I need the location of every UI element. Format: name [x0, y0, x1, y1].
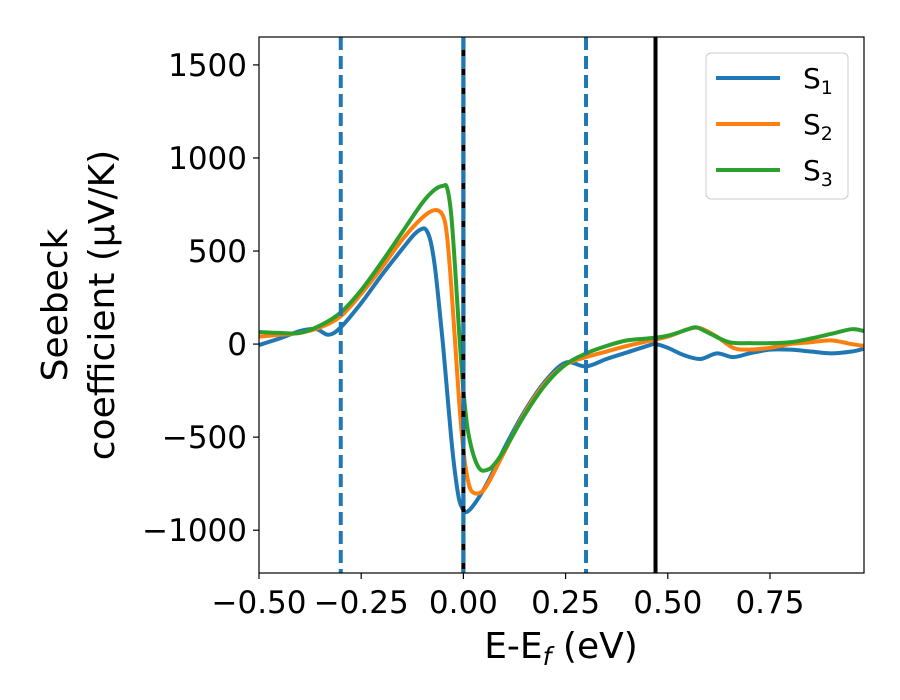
- y-axis-label-line1: Seebeck: [35, 228, 76, 381]
- x-tick-label: 0.00: [429, 585, 498, 621]
- y-tick-label: 1500: [168, 48, 247, 84]
- series-line-s3: [259, 182, 864, 473]
- series-line-s2: [259, 208, 864, 496]
- y-tick-label: 500: [188, 234, 247, 270]
- plot-lines: [259, 182, 864, 515]
- plot-frame: [258, 36, 865, 574]
- y-axis-ticks: −1000 −500 0 500 1000 1500: [142, 48, 259, 549]
- x-tick-label: 0.50: [633, 585, 702, 621]
- x-axis-ticks: −0.50 −0.25 0.00 0.25 0.50 0.75: [212, 573, 804, 621]
- legend-label-s1: S1: [803, 62, 833, 99]
- y-axis-label-line2: coefficient (μV/K): [82, 150, 123, 460]
- x-tick-label: −0.25: [314, 585, 409, 621]
- legend-label-s2: S2: [803, 108, 833, 145]
- x-tick-label: 0.25: [531, 585, 600, 621]
- x-tick-label: −0.50: [212, 585, 307, 621]
- y-tick-label: 1000: [168, 141, 247, 177]
- y-tick-label: −1000: [142, 513, 247, 549]
- y-tick-label: −500: [162, 420, 247, 456]
- y-axis-label: Seebeck coefficient (μV/K): [35, 150, 123, 460]
- vertical-reference-lines: [338, 37, 658, 573]
- series-line-s1: [259, 226, 864, 515]
- y-tick-label: 0: [227, 327, 247, 363]
- x-tick-label: 0.75: [735, 585, 804, 621]
- x-axis-label: E-Ef (eV): [484, 626, 638, 671]
- legend-label-s3: S3: [803, 154, 833, 191]
- legend: S1 S2 S3: [705, 52, 849, 200]
